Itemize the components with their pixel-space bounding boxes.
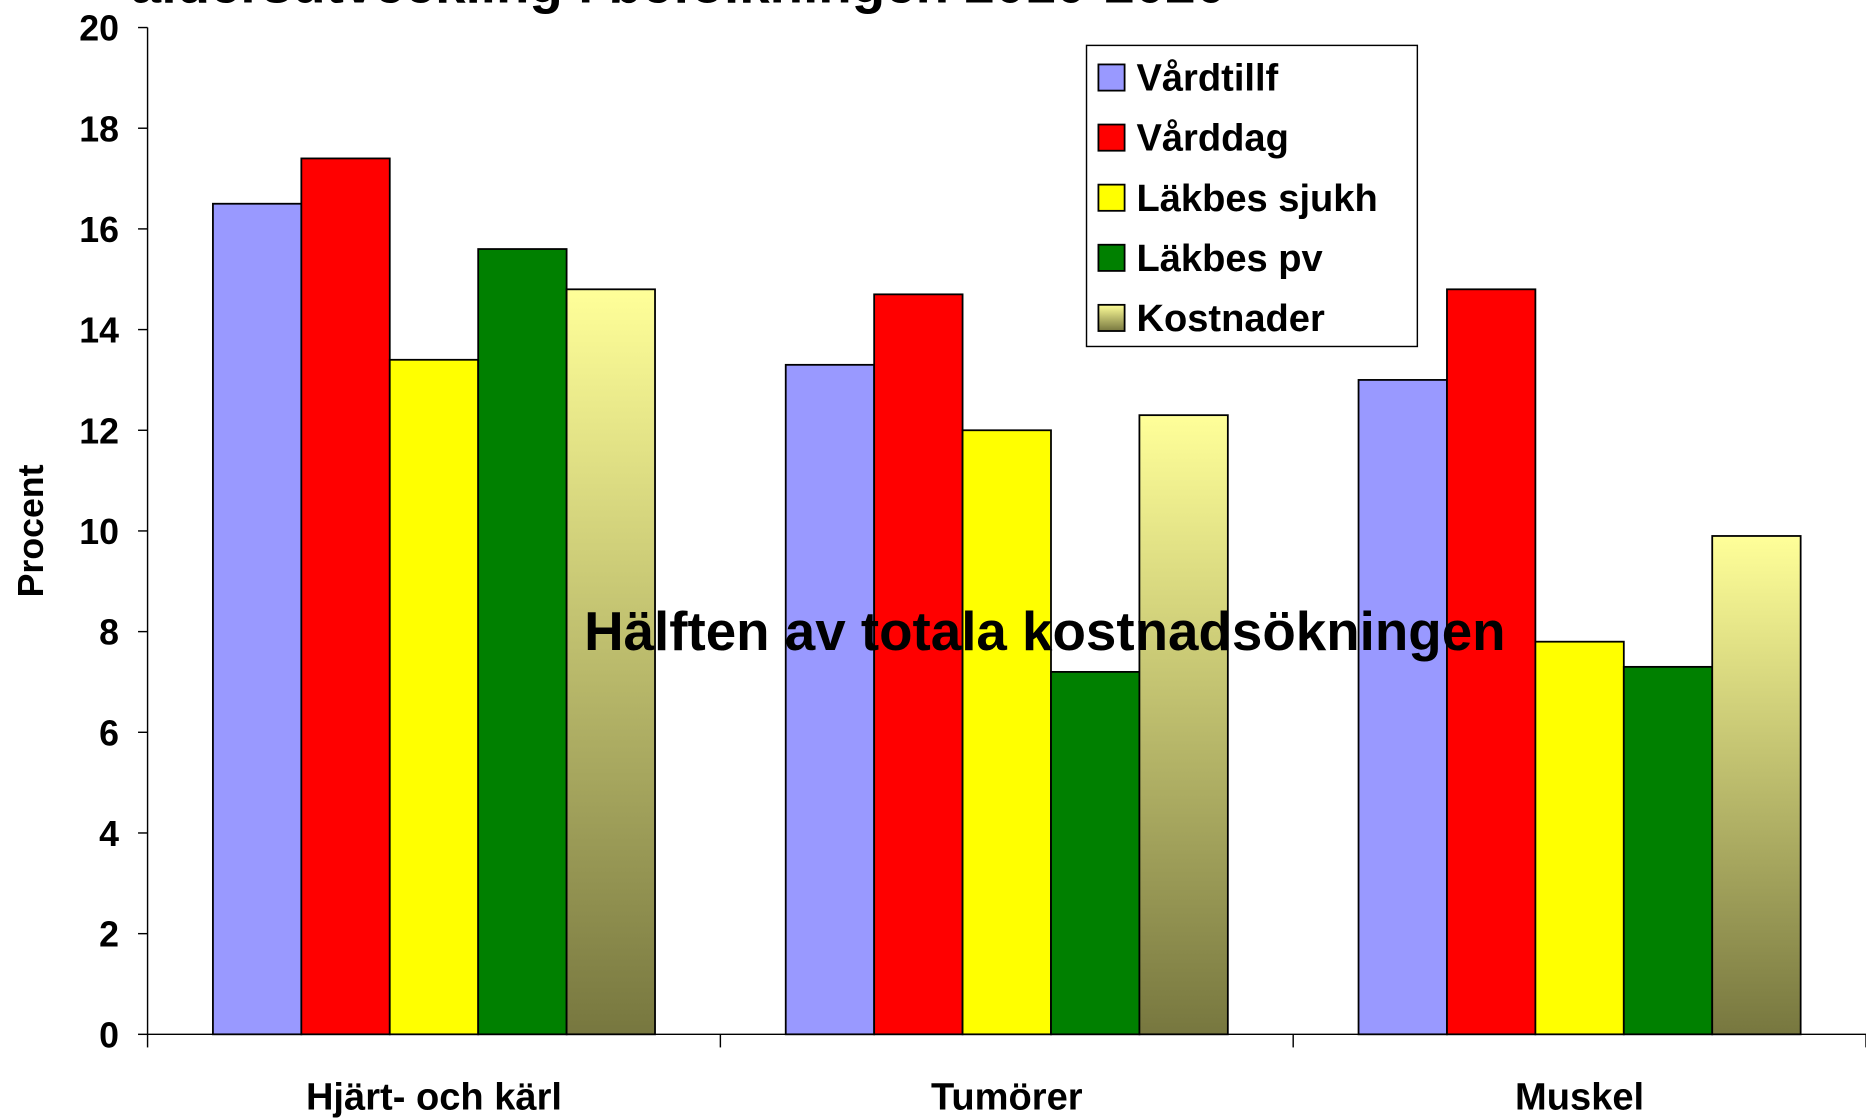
bar <box>565 288 656 1036</box>
x-tick-label: Tumörer <box>931 1076 1083 1118</box>
legend-swatch <box>1097 63 1126 92</box>
legend-swatch <box>1097 123 1126 152</box>
legend-swatch <box>1097 243 1126 272</box>
y-tick-label: 12 <box>79 411 119 451</box>
legend-label: Vårddag <box>1136 118 1288 160</box>
bar <box>873 293 964 1036</box>
bar <box>1357 379 1448 1036</box>
bar <box>1446 288 1537 1036</box>
y-tick-label: 4 <box>99 814 119 854</box>
legend-label: Vårdtillf <box>1136 58 1278 100</box>
legend-label: Läkbes pv <box>1136 238 1323 280</box>
y-tick-label: 8 <box>99 613 119 653</box>
y-tick-label: 14 <box>79 311 119 351</box>
y-tick-label: 6 <box>99 713 119 753</box>
y-tick-label: 20 <box>79 9 119 49</box>
bar <box>388 358 480 1036</box>
y-tick-label: 10 <box>79 512 119 552</box>
bar <box>477 248 568 1036</box>
bar <box>1711 535 1802 1036</box>
legend-label: Kostnader <box>1136 298 1324 340</box>
legend-swatch <box>1097 183 1126 212</box>
legend-label: Läkbes sjukh <box>1136 178 1377 220</box>
legend-box <box>1085 44 1419 348</box>
y-tick-label: 18 <box>79 109 119 149</box>
annotation: Hälften av totala kostnadsökningen <box>584 600 1506 662</box>
bar <box>1050 670 1141 1036</box>
bar <box>1138 414 1229 1036</box>
x-tick-label: Hjärt- och kärl <box>306 1076 562 1118</box>
y-axis-label: Procent <box>11 464 51 597</box>
y-tick-label: 0 <box>99 1015 119 1055</box>
y-tick-label: 2 <box>99 915 119 955</box>
bar <box>212 202 303 1036</box>
legend-swatch <box>1097 303 1126 332</box>
bar <box>784 363 876 1036</box>
bar <box>961 429 1052 1036</box>
x-tick-label: Muskel <box>1515 1076 1644 1118</box>
bar <box>300 157 391 1036</box>
y-tick-label: 16 <box>79 210 119 250</box>
bar <box>1622 665 1714 1036</box>
chart-title: åldersutveckling i befolkningen 2010-202… <box>131 0 1226 15</box>
bar <box>1534 640 1625 1036</box>
